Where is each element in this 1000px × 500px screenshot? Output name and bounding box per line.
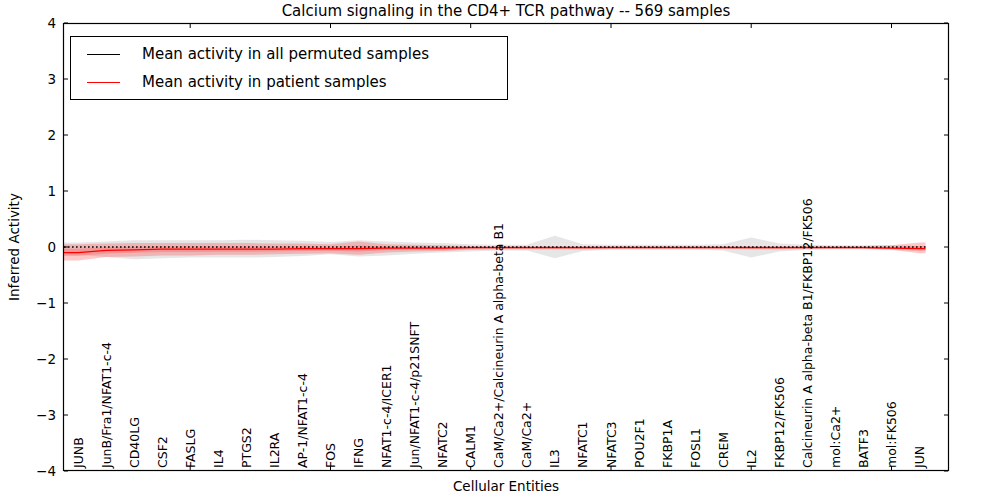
x-tick-label: JUNB [71, 437, 86, 469]
permuted-line-swatch [87, 54, 120, 55]
x-tick-label: CD40LG [127, 417, 142, 468]
x-tick-label: POU2F1 [632, 418, 647, 468]
x-tick-label: mol:FK506 [884, 401, 899, 468]
y-tick-label: 2 [47, 127, 56, 143]
x-tick-label: CaM/Ca2+ [519, 402, 534, 468]
x-tick-label: CREM [716, 432, 731, 468]
x-tick-label: CALM1 [463, 425, 478, 468]
x-tick-label: PTGS2 [239, 427, 254, 468]
y-tick-label: 3 [47, 71, 56, 87]
y-tick-label: 4 [47, 15, 56, 31]
y-tick-label: −3 [36, 407, 56, 423]
x-tick-label: Calcineurin A alpha-beta B1/FKBP12/FK506 [800, 198, 815, 468]
x-tick-label: FASLG [183, 429, 198, 468]
x-tick-label: BATF3 [856, 429, 871, 468]
x-tick-label: JunB/Fra1/NFAT1-c-4 [99, 342, 114, 469]
x-tick-label: CaM/Ca2+/Calcineurin A alpha-beta B1 [491, 223, 506, 468]
legend-label-patient: Mean activity in patient samples [142, 73, 387, 91]
patient-line-swatch [87, 82, 120, 83]
figure: Calcium signaling in the CD4+ TCR pathwa… [0, 0, 1000, 500]
x-tick-label: IL3 [547, 449, 562, 468]
x-tick-label: NFATC1 [575, 421, 590, 468]
y-tick-label: 0 [47, 239, 56, 255]
legend-item-patient: Mean activity in patient samples [71, 71, 507, 93]
x-tick-label: JUN [912, 446, 927, 469]
x-tick-label: NFAT1-c-4/ICER1 [379, 364, 394, 468]
x-tick-label: FKBP1A [660, 420, 675, 468]
x-tick-label: FOSL1 [688, 428, 703, 468]
x-tick-label: NFATC2 [435, 421, 450, 468]
x-tick-label: IL4 [211, 449, 226, 468]
x-tick-label: FOS [323, 443, 338, 468]
x-tick-label: NFATC3 [604, 421, 619, 468]
y-tick-label: −4 [36, 463, 56, 479]
x-tick-label: mol:Ca2+ [828, 406, 843, 468]
x-tick-label: AP-1/NFAT1-c-4 [295, 373, 310, 468]
x-tick-label: Jun/NFAT1-c-4/p21SNFT [407, 322, 422, 469]
x-tick-label: IFNG [351, 438, 366, 468]
legend-label-permuted: Mean activity in all permuted samples [142, 45, 429, 63]
x-tick-label: IL2 [744, 449, 759, 468]
y-tick-label: 1 [47, 183, 56, 199]
y-tick-label: −2 [36, 351, 56, 367]
x-tick-label: FKBP12/FK506 [772, 377, 787, 468]
legend-item-permuted: Mean activity in all permuted samples [71, 43, 507, 65]
legend: Mean activity in all permuted samples Me… [70, 36, 508, 100]
x-axis-label: Cellular Entities [63, 478, 949, 494]
y-tick-label: −1 [36, 295, 56, 311]
x-tick-label: IL2RA [267, 432, 282, 468]
x-tick-label: CSF2 [155, 436, 170, 468]
